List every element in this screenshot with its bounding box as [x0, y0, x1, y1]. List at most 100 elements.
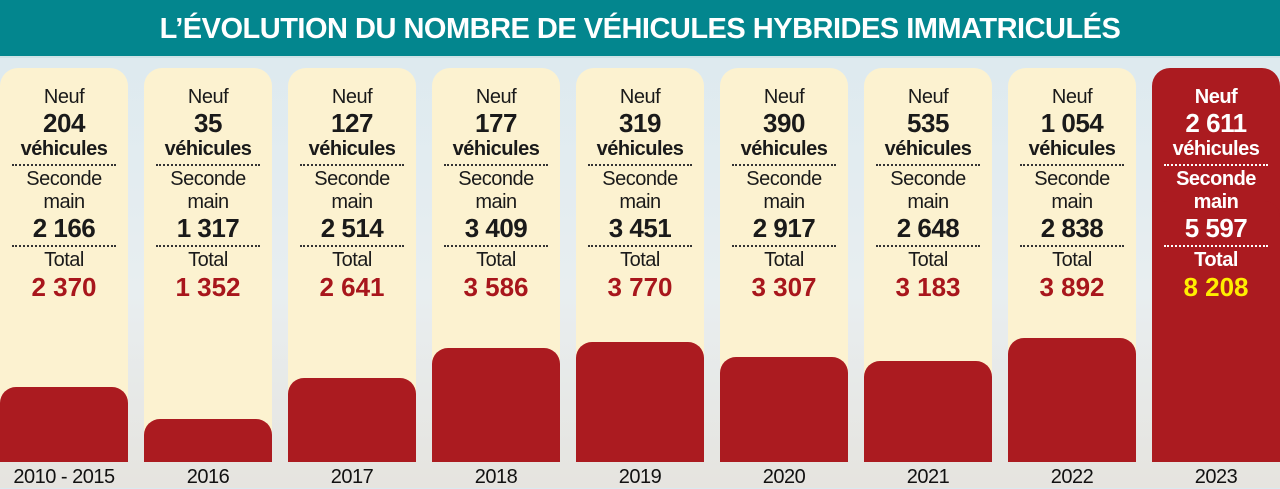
- year-tick-label: 2016: [186, 466, 230, 488]
- main-label: main: [475, 191, 517, 213]
- vehicules-label: véhicules: [596, 138, 684, 160]
- seconde-label: Seconde: [746, 168, 822, 190]
- vehicules-label: véhicules: [1172, 138, 1260, 160]
- neuf-value: 319: [619, 108, 661, 138]
- total-value: 3 307: [751, 272, 817, 302]
- total-bar: [288, 377, 416, 462]
- divider: [588, 164, 692, 166]
- total-label: Total: [1052, 249, 1092, 271]
- total-bar: [0, 386, 128, 462]
- total-bar: [432, 347, 560, 462]
- vehicules-label: véhicules: [1028, 138, 1116, 160]
- main-label: main: [907, 191, 949, 213]
- year-tick-label: 2017: [330, 466, 374, 488]
- year-tick-label: 2023: [1194, 466, 1238, 488]
- neuf-label: Neuf: [763, 86, 805, 108]
- year-column: Neuf 204 véhicules Seconde main 2 166 To…: [0, 68, 128, 462]
- seconde-label: Seconde: [1176, 168, 1256, 190]
- seconde-main-value: 2 166: [32, 213, 96, 243]
- seconde-main-value: 1 317: [176, 213, 240, 243]
- seconde-label: Seconde: [170, 168, 246, 190]
- neuf-label: Neuf: [907, 86, 949, 108]
- total-value: 3 892: [1039, 272, 1105, 302]
- divider: [156, 245, 260, 247]
- chart-title: L’ÉVOLUTION DU NOMBRE DE VÉHICULES HYBRI…: [0, 0, 1280, 58]
- seconde-label: Seconde: [602, 168, 678, 190]
- seconde-main-value: 2 514: [320, 213, 384, 243]
- seconde-label: Seconde: [458, 168, 534, 190]
- vehicules-label: véhicules: [20, 138, 108, 160]
- neuf-label: Neuf: [1194, 86, 1238, 108]
- vehicules-label: véhicules: [308, 138, 396, 160]
- main-label: main: [1051, 191, 1093, 213]
- neuf-label: Neuf: [187, 86, 229, 108]
- total-label: Total: [188, 249, 228, 271]
- divider: [156, 164, 260, 166]
- seconde-main-value: 2 838: [1040, 213, 1104, 243]
- divider: [1020, 245, 1124, 247]
- total-label: Total: [1194, 249, 1238, 271]
- year-tick-label: 2020: [762, 466, 806, 488]
- year-tick-label: 2022: [1050, 466, 1094, 488]
- divider: [1020, 164, 1124, 166]
- year-column: Neuf 1 054 véhicules Seconde main 2 838 …: [1008, 68, 1136, 462]
- main-label: main: [331, 191, 373, 213]
- neuf-value: 2 611: [1185, 108, 1247, 138]
- total-value: 3 586: [463, 272, 529, 302]
- year-tick-label: 2010 - 2015: [13, 466, 115, 488]
- total-bar: [1152, 200, 1280, 462]
- divider: [444, 245, 548, 247]
- main-label: main: [1193, 191, 1239, 213]
- divider: [588, 245, 692, 247]
- divider: [300, 245, 404, 247]
- divider: [12, 164, 116, 166]
- total-bar: [576, 341, 704, 462]
- year-column: Neuf 127 véhicules Seconde main 2 514 To…: [288, 68, 416, 462]
- year-column: Neuf 319 véhicules Seconde main 3 451 To…: [576, 68, 704, 462]
- total-value: 2 370: [31, 272, 97, 302]
- divider: [300, 164, 404, 166]
- total-bar: [1008, 338, 1136, 462]
- vehicules-label: véhicules: [452, 138, 540, 160]
- year-column: Neuf 35 véhicules Seconde main 1 317 Tot…: [144, 68, 272, 462]
- neuf-label: Neuf: [331, 86, 373, 108]
- neuf-label: Neuf: [475, 86, 517, 108]
- divider: [876, 245, 980, 247]
- neuf-label: Neuf: [43, 86, 85, 108]
- vehicules-label: véhicules: [740, 138, 828, 160]
- neuf-value: 1 054: [1040, 108, 1104, 138]
- total-label: Total: [476, 249, 516, 271]
- divider: [12, 245, 116, 247]
- total-label: Total: [44, 249, 84, 271]
- seconde-main-value: 2 917: [752, 213, 816, 243]
- total-value: 3 183: [895, 272, 961, 302]
- total-label: Total: [620, 249, 660, 271]
- neuf-value: 127: [331, 108, 373, 138]
- year-column: Neuf 2 611 véhicules Seconde main 5 597 …: [1152, 68, 1280, 462]
- seconde-main-value: 5 597: [1184, 213, 1248, 243]
- year-tick-label: 2019: [618, 466, 662, 488]
- year-column: Neuf 390 véhicules Seconde main 2 917 To…: [720, 68, 848, 462]
- neuf-label: Neuf: [619, 86, 661, 108]
- seconde-main-value: 3 451: [608, 213, 672, 243]
- neuf-value: 204: [43, 108, 85, 138]
- divider: [876, 164, 980, 166]
- year-column: Neuf 535 véhicules Seconde main 2 648 To…: [864, 68, 992, 462]
- divider: [444, 164, 548, 166]
- total-bar: [864, 360, 992, 462]
- divider: [1164, 164, 1268, 166]
- year-tick-label: 2018: [474, 466, 518, 488]
- total-label: Total: [908, 249, 948, 271]
- vehicules-label: véhicules: [164, 138, 252, 160]
- vehicules-label: véhicules: [884, 138, 972, 160]
- main-label: main: [187, 191, 229, 213]
- seconde-label: Seconde: [314, 168, 390, 190]
- total-label: Total: [764, 249, 804, 271]
- seconde-main-value: 2 648: [896, 213, 960, 243]
- neuf-label: Neuf: [1051, 86, 1093, 108]
- total-value: 8 208: [1183, 272, 1249, 302]
- year-column: Neuf 177 véhicules Seconde main 3 409 To…: [432, 68, 560, 462]
- neuf-value: 177: [475, 108, 517, 138]
- neuf-value: 35: [194, 108, 222, 138]
- divider: [732, 245, 836, 247]
